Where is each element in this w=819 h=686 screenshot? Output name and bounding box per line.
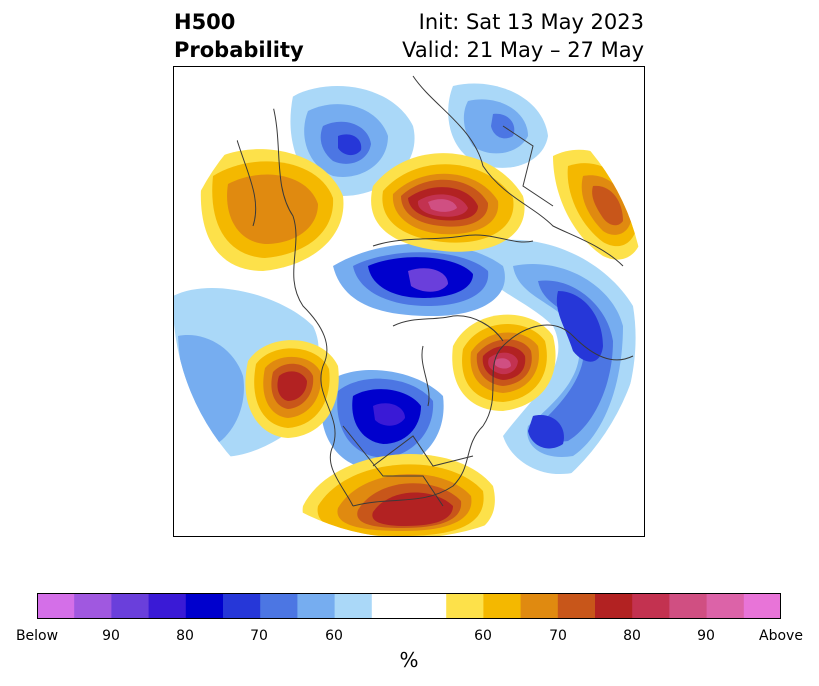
colorbar-tick-label: 60 [325,628,343,644]
colorbar-swatch-above [669,593,708,619]
colorbar-border [37,593,781,619]
colorbar-tick-label: Above [759,628,803,644]
colorbar-tick-label: 80 [623,628,641,644]
colorbar-tick-label: 60 [474,628,492,644]
colorbar-tick-label: 90 [697,628,715,644]
colorbar-swatch-below [74,593,112,619]
colorbar-swatch-above [743,593,781,619]
colorbar-swatch-below [148,593,187,619]
colorbar [37,593,781,619]
colorbar-swatch-below [334,593,373,619]
colorbar-swatch-above [706,593,745,619]
colorbar-units: % [399,648,419,672]
colorbar-tick-label: 90 [102,628,120,644]
map-subtitle: Init: Sat 13 May 2023 Valid: 21 May – 27… [402,8,644,64]
colorbar-swatch-below [37,593,75,619]
valid-range: Valid: 21 May – 27 May [402,38,644,62]
probability-map [173,66,645,537]
colorbar-swatch-above [483,593,522,619]
colorbar-swatch-above [632,593,670,619]
colorbar-tick-label: 70 [549,628,567,644]
colorbar-swatch-below [297,593,336,619]
colorbar-swatch-above [446,593,484,619]
colorbar-tick-label: Below [15,628,59,644]
title-product: Probability [174,38,304,62]
colorbar-swatch-below [111,593,150,619]
colorbar-swatch-below [260,593,298,619]
colorbar-tick-label: 80 [176,628,194,644]
title-variable: H500 [174,10,236,34]
colorbar-swatch-neutral [371,593,447,619]
coastlines [232,75,634,507]
colorbar-tick-label: 70 [250,628,268,644]
colorbar-swatch-below [223,593,261,619]
map-title: H500 Probability [174,8,304,64]
colorbar-swatch-above [557,593,596,619]
colorbar-swatch-below [185,593,224,619]
colorbar-swatch-above [595,593,633,619]
colorbar-swatch-above [520,593,559,619]
init-date: Init: Sat 13 May 2023 [418,10,644,34]
